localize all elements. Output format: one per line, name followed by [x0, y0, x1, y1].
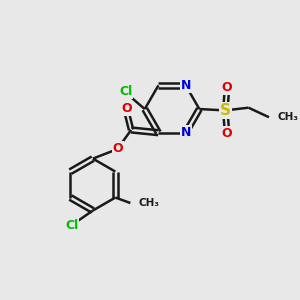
Text: Cl: Cl [119, 85, 132, 98]
Text: N: N [181, 79, 191, 92]
Text: N: N [181, 126, 191, 139]
Text: O: O [122, 102, 132, 115]
Text: O: O [221, 127, 232, 140]
Text: CH₃: CH₃ [138, 198, 159, 208]
Text: O: O [113, 142, 123, 155]
Text: CH₃: CH₃ [277, 112, 298, 122]
Text: Cl: Cl [65, 219, 79, 232]
Text: O: O [221, 81, 232, 94]
Text: S: S [220, 103, 231, 118]
